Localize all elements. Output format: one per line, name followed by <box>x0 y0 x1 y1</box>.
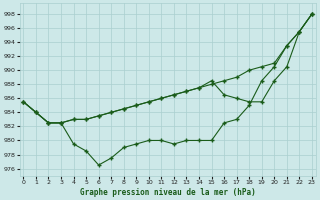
X-axis label: Graphe pression niveau de la mer (hPa): Graphe pression niveau de la mer (hPa) <box>80 188 256 197</box>
